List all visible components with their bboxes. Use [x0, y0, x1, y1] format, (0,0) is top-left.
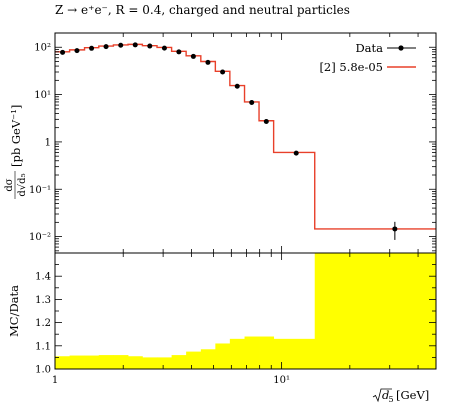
lower-y-label: MC/Data	[7, 285, 21, 337]
lower-panel: 1.0 1.1 1.2 1.3 1.4 1 10¹	[35, 252, 437, 386]
data-point	[103, 44, 109, 50]
lower-y-tick-label: 1.0	[35, 365, 51, 376]
ratio-band-bin	[273, 338, 316, 369]
upper-plot-area	[55, 42, 436, 240]
data-point	[132, 42, 138, 48]
ratio-band-bin	[69, 355, 85, 369]
data-point	[176, 49, 182, 55]
lower-frame	[54, 252, 437, 370]
ratio-band-bin	[200, 349, 216, 369]
ratio-band-bin	[259, 336, 275, 369]
legend-label-mc: [2] 5.8e-05	[319, 60, 383, 74]
lower-y-tick-label: 1.4	[35, 272, 51, 283]
lower-x-tick-label: 10¹	[273, 375, 290, 386]
data-point	[118, 42, 124, 48]
data-point	[392, 226, 398, 232]
sqrt-sign	[372, 388, 392, 403]
ratio-band-bin	[157, 357, 173, 369]
ratio-band-bin	[142, 357, 158, 369]
ratio-band-bin	[171, 355, 187, 369]
upper-y-tick-label: 10⁻²	[29, 232, 51, 243]
data-point	[263, 118, 269, 124]
data-point	[89, 45, 95, 51]
chart-title: Z → e⁺e⁻, R = 0.4, charged and neutral p…	[55, 3, 350, 17]
upper-y-label: dσ d√d₅ [pb GeV⁻¹]	[4, 105, 28, 199]
xlabel-sub: 5	[389, 395, 394, 404]
upper-y-tick-label: 10¹	[34, 90, 51, 101]
data-point	[147, 43, 153, 49]
data-point	[60, 49, 66, 55]
data-point	[74, 48, 80, 54]
data-point	[293, 150, 299, 156]
data-point	[205, 59, 211, 65]
lower-y-tick-label: 1.3	[35, 295, 51, 306]
legend-marker-data	[398, 45, 404, 51]
upper-y-tick-label: 10⁻¹	[29, 185, 51, 196]
lower-plot-area	[55, 253, 437, 369]
lower-y-tick-label: 1.1	[35, 341, 51, 352]
xlabel-d: d	[382, 388, 389, 402]
ratio-band-bin	[128, 356, 143, 369]
ratio-band-bin	[229, 338, 245, 369]
lower-y-tick-label: 1.2	[35, 318, 51, 329]
x-axis-label: d 5 [GeV]	[372, 388, 429, 404]
lower-x-tick-label: 1	[52, 375, 58, 386]
ratio-band-bin	[215, 343, 231, 369]
ylabel-numerator: dσ	[4, 178, 15, 191]
ylabel-denominator: d√d₅	[17, 173, 28, 196]
data-point	[220, 69, 226, 75]
legend-label-data: Data	[355, 41, 383, 55]
data-point	[234, 83, 240, 89]
upper-y-axis: 10² 10¹ 1 10⁻¹ 10⁻²	[29, 32, 436, 252]
ratio-band-bin	[55, 356, 71, 369]
upper-y-tick-label: 10²	[34, 43, 51, 54]
ylabel-unit: [pb GeV⁻¹]	[9, 105, 23, 167]
ratio-band-bin	[113, 355, 129, 369]
legend: Data [2] 5.8e-05	[319, 41, 416, 74]
ratio-band-bin	[314, 253, 437, 369]
data-point	[161, 45, 167, 51]
xlabel-unit: [GeV]	[396, 388, 429, 402]
ratio-band-bin	[84, 355, 100, 369]
ratio-band-bin	[244, 336, 260, 369]
ratio-band-bin	[186, 351, 202, 369]
ratio-band-bin	[98, 355, 114, 369]
data-point	[190, 53, 196, 59]
upper-y-tick-label: 1	[45, 137, 51, 148]
data-point	[249, 100, 255, 106]
